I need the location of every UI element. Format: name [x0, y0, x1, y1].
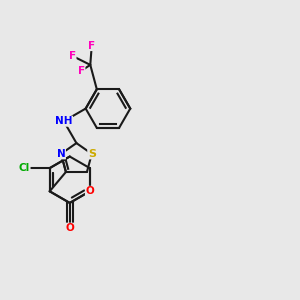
- Text: O: O: [65, 223, 74, 233]
- Text: S: S: [88, 149, 96, 159]
- Text: F: F: [88, 40, 95, 51]
- Text: F: F: [78, 66, 85, 76]
- Text: Cl: Cl: [19, 163, 30, 173]
- Text: N: N: [57, 149, 65, 159]
- Text: O: O: [85, 186, 94, 196]
- Text: NH: NH: [55, 116, 73, 126]
- Text: F: F: [69, 51, 76, 61]
